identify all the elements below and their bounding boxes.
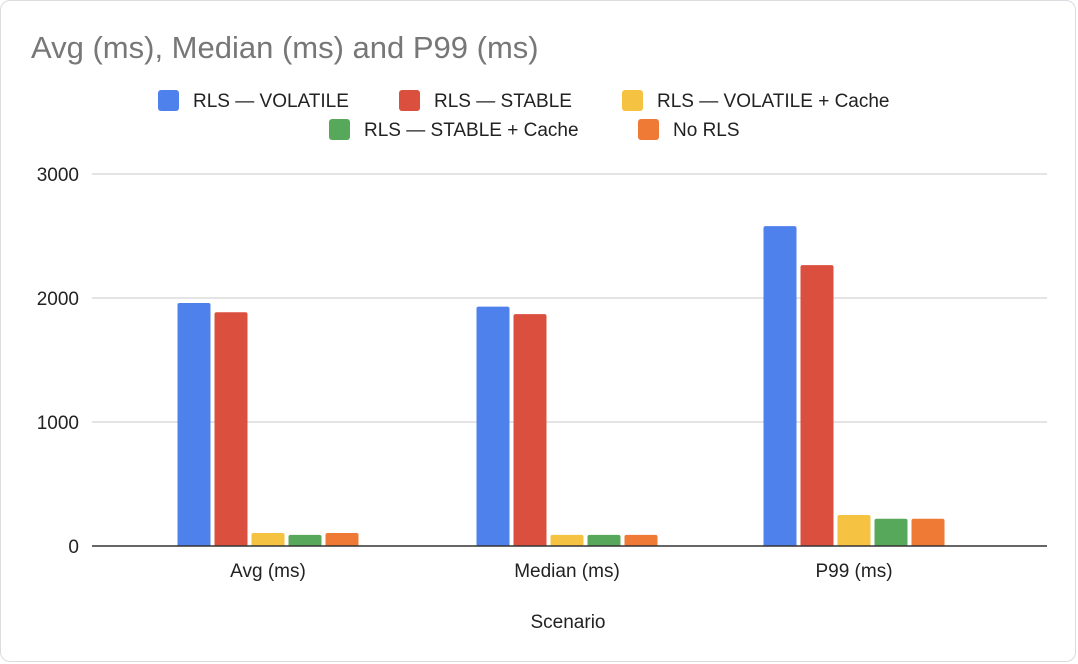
legend-swatch xyxy=(399,90,420,111)
x-tick-label: P99 (ms) xyxy=(815,561,892,582)
legend-label: RLS — VOLATILE xyxy=(193,91,349,112)
bar xyxy=(251,532,285,546)
bar xyxy=(800,265,834,546)
x-axis-ticks: Avg (ms) Median (ms) P99 (ms) xyxy=(230,561,892,582)
x-tick-label: Median (ms) xyxy=(514,561,620,582)
bar xyxy=(214,312,248,546)
bar xyxy=(476,306,510,546)
chart-title: Avg (ms), Median (ms) and P99 (ms) xyxy=(31,30,539,65)
legend-label: RLS — VOLATILE + Cache xyxy=(657,91,890,112)
x-axis-title: Scenario xyxy=(531,612,606,633)
legend-label: RLS — STABLE + Cache xyxy=(364,120,579,141)
bar xyxy=(325,532,359,546)
bar xyxy=(624,534,658,546)
legend-label: RLS — STABLE xyxy=(434,91,572,112)
legend-swatch xyxy=(622,90,643,111)
legend: RLS — VOLATILE RLS — STABLE RLS — VOLATILE… xyxy=(158,90,890,141)
gridlines xyxy=(92,173,1047,423)
y-tick-label: 0 xyxy=(68,537,79,558)
bar xyxy=(911,518,945,546)
bar xyxy=(837,515,871,546)
bar xyxy=(288,534,322,546)
legend-swatch xyxy=(158,90,179,111)
y-tick-label: 2000 xyxy=(37,289,79,310)
bar xyxy=(763,226,797,546)
bar xyxy=(587,534,621,546)
y-axis-ticks: 0 1000 2000 3000 xyxy=(37,165,79,558)
y-tick-label: 1000 xyxy=(37,413,79,434)
bar xyxy=(177,302,211,546)
bars xyxy=(177,226,945,546)
legend-swatch xyxy=(329,119,350,140)
x-tick-label: Avg (ms) xyxy=(230,561,306,582)
legend-swatch xyxy=(638,119,659,140)
bar xyxy=(874,518,908,546)
bar xyxy=(550,534,584,546)
bar xyxy=(513,314,547,546)
y-tick-label: 3000 xyxy=(37,165,79,186)
legend-label: No RLS xyxy=(673,120,740,141)
